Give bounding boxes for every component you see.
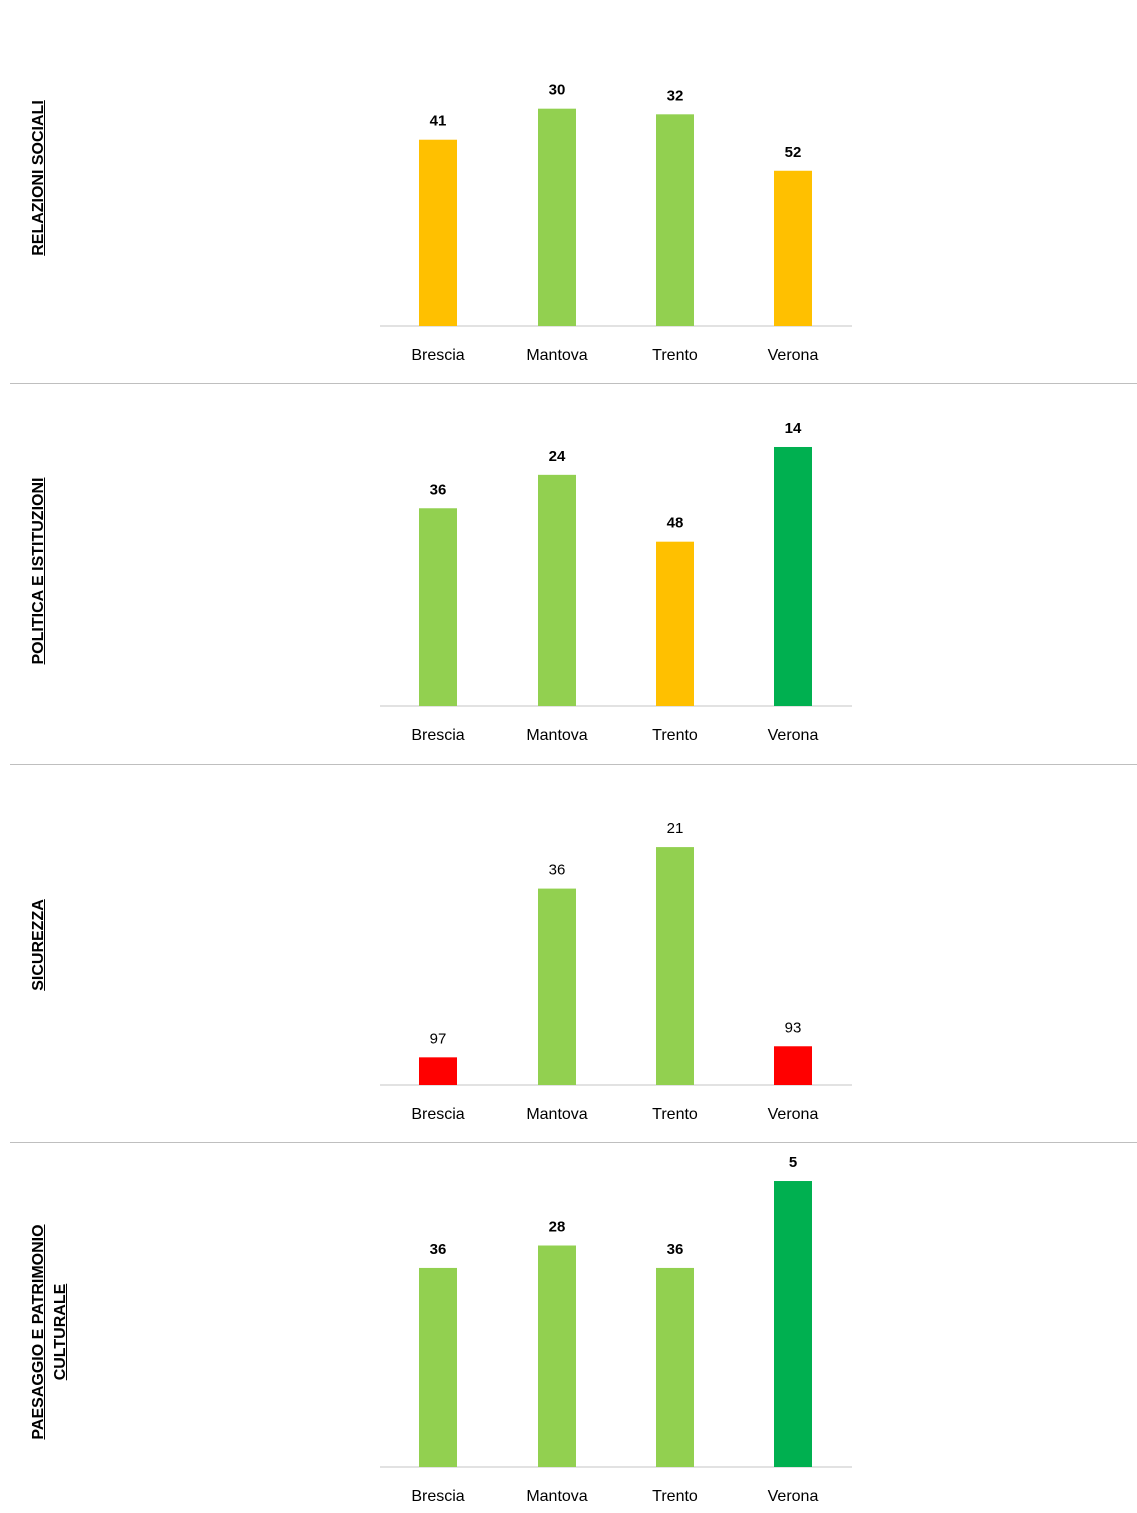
bar-verona [774,1181,812,1467]
data-label-trento: 32 [667,87,684,104]
data-label-brescia: 36 [430,1241,447,1258]
data-label-verona: 14 [785,420,802,437]
category-label-trento: Trento [652,1488,698,1505]
bar-mantova [538,888,576,1085]
bar-chart: 97 Brescia 36 Mantova 21 Trento 93 Verona [380,820,852,1123]
bar-chart: 41 Brescia 30 Mantova 32 Trento 52 Verona [380,82,852,364]
bar-brescia [419,508,457,706]
bar-chart: 36 Brescia 28 Mantova 36 Trento 5 Verona [380,1154,852,1505]
category-label-brescia: Brescia [411,1106,464,1123]
data-label-trento: 36 [667,1241,684,1258]
data-label-mantova: 28 [549,1219,566,1236]
data-label-brescia: 36 [430,481,447,498]
data-label-mantova: 36 [549,862,566,879]
panel-separator [10,383,1137,384]
category-label-mantova: Mantova [526,1106,587,1123]
bar-brescia [419,1267,457,1467]
bar-brescia [419,1057,457,1085]
category-label-mantova: Mantova [526,727,587,744]
data-label-verona: 93 [785,1019,802,1036]
bar-verona [774,170,812,326]
bar-chart: 36 Brescia 24 Mantova 48 Trento 14 Verona [380,420,852,744]
chart-panel-relazioni-sociali: RELAZIONI SOCIALI 41 Brescia 30 Mantova 32 Tr… [0,0,1137,384]
category-label-brescia: Brescia [411,727,464,744]
category-label-verona: Verona [768,1488,819,1505]
chart-panel-politica-istituzioni: POLITICA E ISTITUZIONI 36 Brescia 24 Mantov… [0,384,1137,765]
data-label-trento: 21 [667,820,684,837]
bar-brescia [419,139,457,326]
data-label-mantova: 30 [549,82,566,99]
chart-panel-paesaggio-patrimonio: PAESAGGIO E PATRIMONIO CULTURALE 36 Bresc… [0,1143,1137,1513]
data-label-verona: 52 [785,144,802,161]
bar-mantova [538,474,576,706]
data-label-brescia: 97 [430,1030,447,1047]
category-label-verona: Verona [768,727,819,744]
data-label-verona: 5 [789,1154,797,1171]
category-label-verona: Verona [768,347,819,364]
bar-verona [774,446,812,706]
category-label-verona: Verona [768,1106,819,1123]
category-label-trento: Trento [652,347,698,364]
bar-trento [656,1267,694,1467]
bar-trento [656,847,694,1085]
bar-trento [656,114,694,327]
category-label-brescia: Brescia [411,347,464,364]
category-label-brescia: Brescia [411,1488,464,1505]
data-label-trento: 48 [667,515,684,532]
data-label-mantova: 24 [549,448,566,465]
data-label-brescia: 41 [430,113,447,130]
chart-panel-sicurezza: SICUREZZA 97 Brescia 36 Mantova 21 Trento 93 Ve… [0,765,1137,1143]
bar-mantova [538,1245,576,1467]
category-label-mantova: Mantova [526,1488,587,1505]
bar-trento [656,541,694,706]
category-label-mantova: Mantova [526,347,587,364]
category-label-trento: Trento [652,727,698,744]
category-label-trento: Trento [652,1106,698,1123]
panel-separator [10,1142,1137,1143]
panel-separator [10,764,1137,765]
bar-verona [774,1046,812,1085]
bar-mantova [538,108,576,326]
